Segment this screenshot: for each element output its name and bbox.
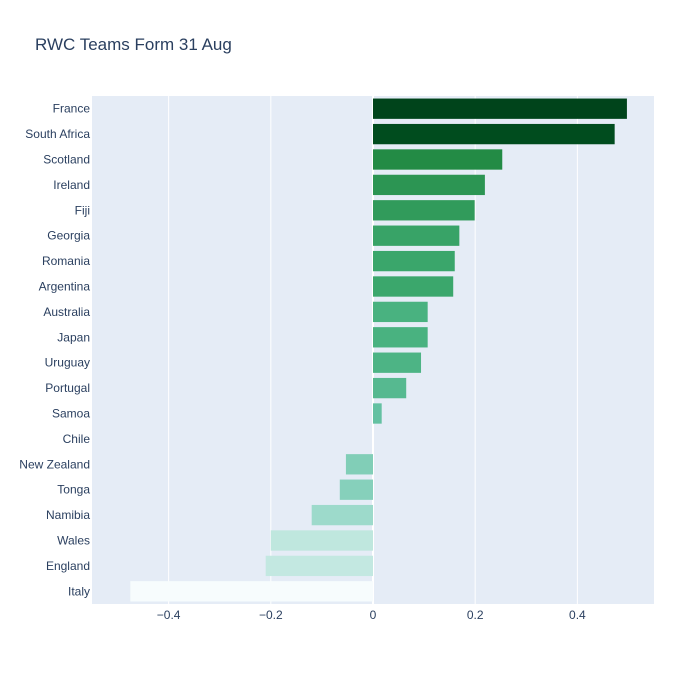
- y-tick-label: Japan: [57, 330, 90, 344]
- y-tick-label: Chile: [63, 432, 91, 446]
- bar-georgia: [373, 225, 460, 246]
- x-axis-labels: −0.4 −0.2 0 0.2 0.4: [157, 608, 586, 622]
- y-tick-label: Italy: [68, 584, 90, 598]
- bar-samoa: [373, 403, 382, 424]
- bar-uruguay: [373, 352, 422, 373]
- y-tick-label: Wales: [57, 534, 90, 548]
- bar-fiji: [373, 200, 475, 221]
- y-tick-label: Fiji: [75, 203, 90, 217]
- bar-portugal: [373, 377, 407, 399]
- bar-ireland: [373, 174, 485, 196]
- bar-new-zealand: [345, 454, 373, 475]
- y-tick-label: Georgia: [47, 229, 90, 243]
- bar-australia: [373, 301, 428, 323]
- x-tick-label: 0: [370, 608, 377, 622]
- bar-argentina: [373, 276, 454, 297]
- y-tick-label: Tonga: [57, 483, 90, 497]
- bar-tonga: [339, 479, 373, 500]
- y-tick-label: England: [46, 559, 90, 573]
- bars: [130, 98, 627, 602]
- bar-south-africa: [373, 123, 615, 145]
- bar-scotland: [373, 149, 503, 170]
- bar-england: [265, 555, 373, 577]
- y-tick-label: Namibia: [46, 508, 90, 522]
- y-tick-label: Portugal: [45, 381, 90, 395]
- y-tick-label: Scotland: [43, 153, 90, 167]
- y-tick-label: Samoa: [52, 407, 90, 421]
- bar-namibia: [311, 504, 373, 526]
- y-axis-labels: France South Africa Scotland Ireland Fiji Geo…: [19, 102, 90, 599]
- y-tick-label: Australia: [43, 305, 90, 319]
- y-tick-label: South Africa: [25, 127, 90, 141]
- y-tick-label: France: [53, 102, 91, 116]
- bar-wales: [270, 530, 373, 551]
- x-tick-label: −0.2: [259, 608, 283, 622]
- y-tick-label: Romania: [42, 254, 90, 268]
- x-tick-label: −0.4: [157, 608, 181, 622]
- x-tick-label: 0.4: [569, 608, 586, 622]
- y-tick-label: Argentina: [39, 280, 91, 294]
- bar-italy: [130, 581, 373, 602]
- y-tick-label: Ireland: [53, 178, 90, 192]
- y-tick-label: New Zealand: [19, 457, 90, 471]
- chart-title: RWC Teams Form 31 Aug: [35, 35, 232, 54]
- bar-france: [373, 98, 627, 119]
- y-tick-label: Uruguay: [45, 356, 90, 370]
- bar-japan: [373, 327, 428, 348]
- bar-romania: [373, 250, 455, 272]
- x-tick-label: 0.2: [467, 608, 484, 622]
